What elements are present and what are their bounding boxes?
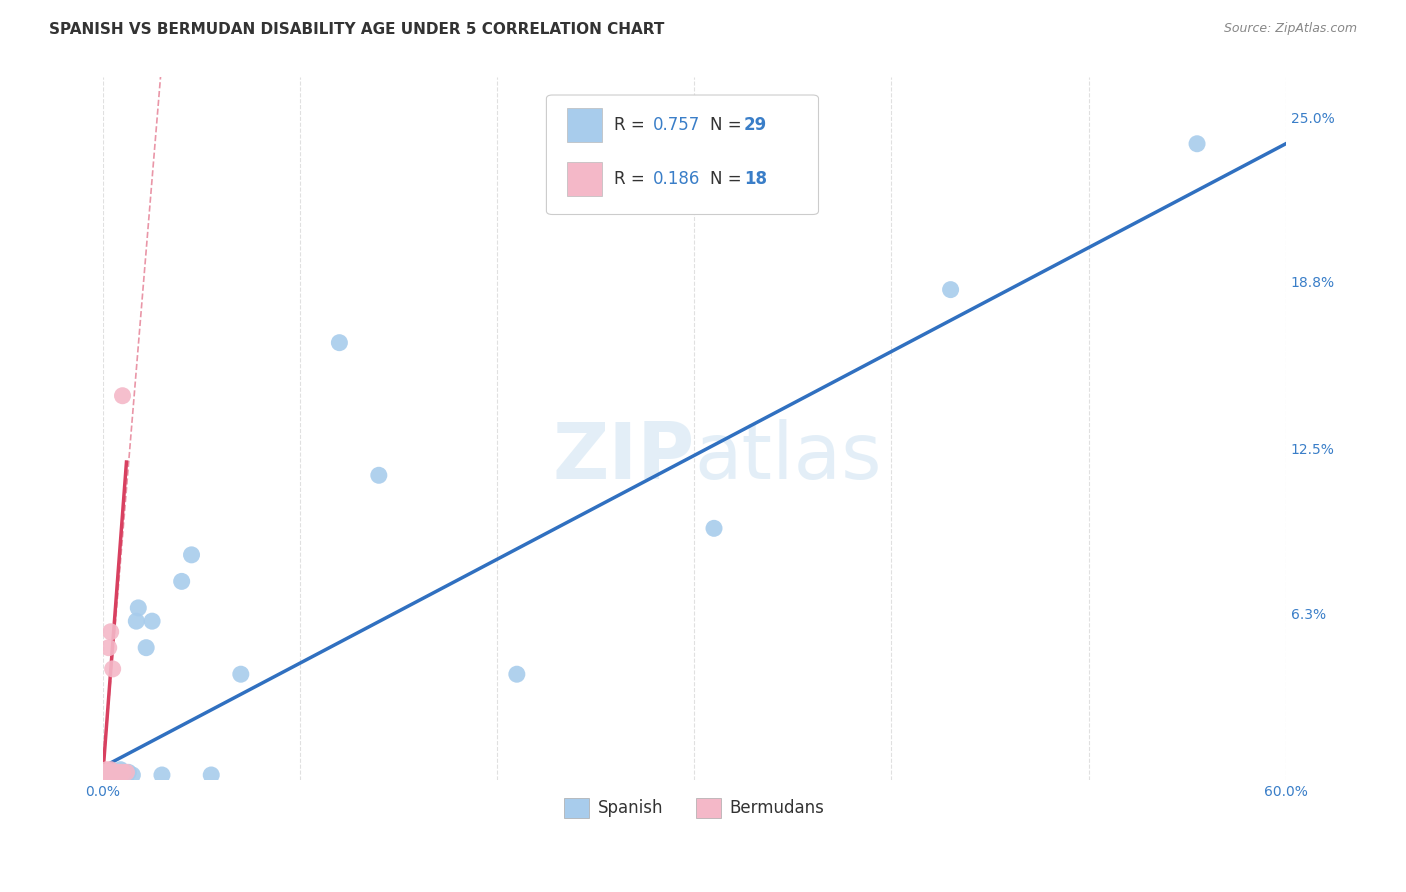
Point — [367, 468, 389, 483]
Text: N =: N = — [710, 116, 747, 134]
Point — [100, 624, 122, 639]
Point — [115, 765, 138, 780]
Point — [121, 768, 143, 782]
Point — [200, 768, 222, 782]
Point — [125, 614, 148, 628]
Point — [107, 768, 129, 782]
Point — [703, 521, 725, 535]
Point — [94, 768, 117, 782]
Point — [1185, 136, 1208, 151]
Point — [141, 614, 163, 628]
Point — [105, 765, 128, 780]
Text: atlas: atlas — [695, 419, 882, 495]
Point — [114, 765, 136, 780]
Point — [115, 768, 138, 782]
FancyBboxPatch shape — [547, 95, 818, 214]
Point — [150, 768, 173, 782]
Point — [100, 763, 122, 777]
Point — [104, 768, 127, 782]
Point — [328, 335, 350, 350]
Text: R =: R = — [614, 170, 650, 188]
Text: 0.186: 0.186 — [652, 170, 700, 188]
FancyBboxPatch shape — [567, 162, 602, 196]
Point — [111, 765, 134, 780]
Point — [97, 640, 120, 655]
Point — [110, 768, 132, 782]
Point — [94, 765, 117, 780]
Text: SPANISH VS BERMUDAN DISABILITY AGE UNDER 5 CORRELATION CHART: SPANISH VS BERMUDAN DISABILITY AGE UNDER… — [49, 22, 665, 37]
Point — [229, 667, 252, 681]
Text: N =: N = — [710, 170, 747, 188]
Point — [96, 765, 118, 780]
Point — [506, 667, 529, 681]
Point — [104, 765, 127, 780]
Point — [110, 763, 132, 777]
Legend: Spanish, Bermudans: Spanish, Bermudans — [557, 791, 831, 825]
Point — [170, 574, 193, 589]
Point — [101, 662, 124, 676]
Point — [135, 640, 157, 655]
Point — [101, 765, 124, 780]
Point — [100, 768, 122, 782]
Text: Source: ZipAtlas.com: Source: ZipAtlas.com — [1223, 22, 1357, 36]
Point — [96, 763, 118, 777]
Point — [97, 765, 120, 780]
Point — [180, 548, 202, 562]
Point — [111, 765, 134, 780]
Text: 18: 18 — [744, 170, 766, 188]
Point — [117, 765, 139, 780]
Point — [101, 765, 124, 780]
FancyBboxPatch shape — [567, 108, 602, 142]
Point — [104, 765, 127, 780]
Point — [94, 768, 117, 782]
Point — [939, 283, 962, 297]
Point — [107, 765, 129, 780]
Text: 0.757: 0.757 — [652, 116, 700, 134]
Point — [111, 389, 134, 403]
Text: ZIP: ZIP — [553, 419, 695, 495]
Text: R =: R = — [614, 116, 650, 134]
Point — [127, 601, 149, 615]
Point — [97, 765, 120, 780]
Point — [105, 765, 128, 780]
Text: 29: 29 — [744, 116, 768, 134]
Point — [96, 765, 118, 780]
